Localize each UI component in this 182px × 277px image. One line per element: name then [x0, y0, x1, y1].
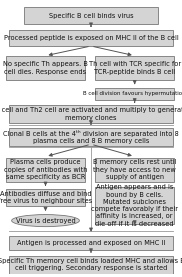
Text: Clonal B cells at the 4ᵗʰ division are separated into 8
plasma cells and 8 B mem: Clonal B cells at the 4ᵗʰ division are s…: [3, 130, 179, 144]
FancyBboxPatch shape: [96, 158, 174, 182]
FancyBboxPatch shape: [6, 57, 85, 80]
FancyBboxPatch shape: [9, 256, 173, 274]
FancyBboxPatch shape: [96, 88, 174, 100]
Text: Virus is destroyed: Virus is destroyed: [16, 218, 75, 224]
Text: Plasma cells produce
copies of antibodies with
same specificity as BCR: Plasma cells produce copies of antibodie…: [4, 160, 87, 180]
FancyBboxPatch shape: [9, 236, 173, 250]
FancyBboxPatch shape: [96, 187, 174, 224]
FancyBboxPatch shape: [6, 189, 85, 206]
FancyBboxPatch shape: [9, 30, 173, 46]
FancyBboxPatch shape: [9, 105, 173, 123]
Text: Antigen is processed and exposed on MHC II: Antigen is processed and exposed on MHC …: [17, 240, 165, 246]
Text: No specific Th appears. B
cell dies. Response ends: No specific Th appears. B cell dies. Res…: [3, 61, 88, 75]
Text: Specific Th memory cell binds loaded MHC and allows B
cell triggering. Secondary: Specific Th memory cell binds loaded MHC…: [0, 258, 182, 271]
Ellipse shape: [12, 215, 79, 227]
Text: B memory cells rest until
they have access to new
supply of antigen: B memory cells rest until they have acce…: [93, 160, 176, 180]
Text: Processed peptide is exposed on MHC II of the B cell: Processed peptide is exposed on MHC II o…: [4, 35, 178, 41]
Text: B cell and Th2 cell are activated and multiply to generate
memory clones: B cell and Th2 cell are activated and mu…: [0, 107, 182, 121]
FancyBboxPatch shape: [9, 128, 173, 145]
Text: Specific B cell binds virus: Specific B cell binds virus: [49, 12, 133, 19]
Text: Antigen appears and is
bound by B cells.
Mutated subclones
compete favorably if : Antigen appears and is bound by B cells.…: [91, 184, 178, 227]
Text: B cell division favours hypermutation: B cell division favours hypermutation: [83, 91, 182, 96]
Text: Th cell with TCR specific for
TCR-peptide binds B cell: Th cell with TCR specific for TCR-peptid…: [89, 61, 181, 75]
Text: Antibodies diffuse and bind
free virus to neighbour sites: Antibodies diffuse and bind free virus t…: [0, 191, 93, 204]
FancyBboxPatch shape: [96, 57, 174, 80]
FancyBboxPatch shape: [24, 7, 158, 24]
FancyBboxPatch shape: [6, 158, 85, 182]
